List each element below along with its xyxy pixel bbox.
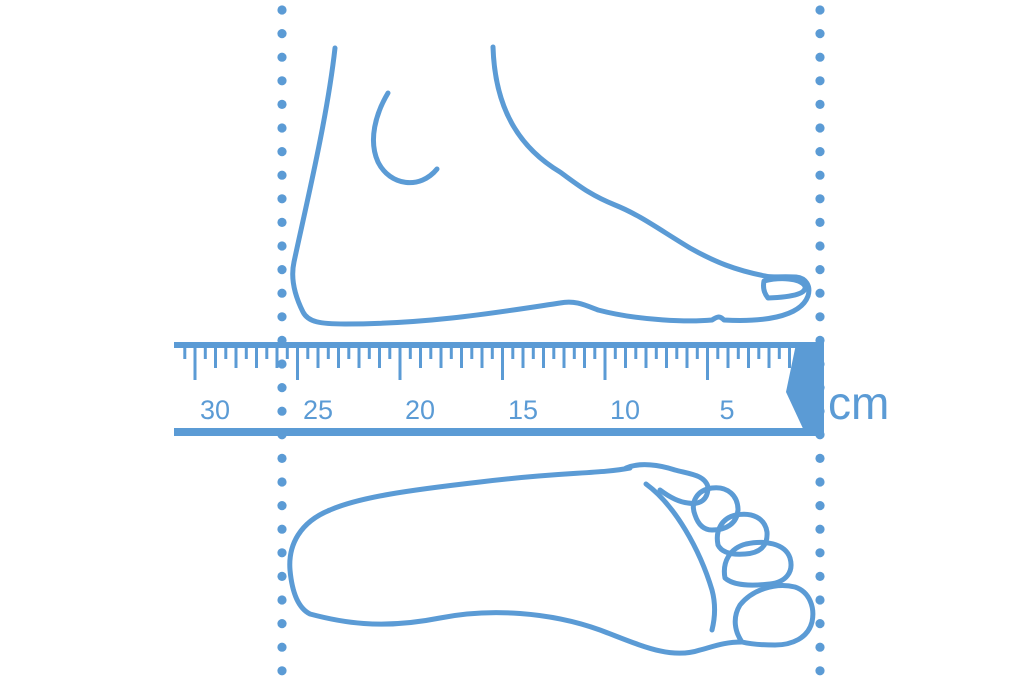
guide-dot <box>277 28 287 39</box>
guide-dot <box>815 265 825 275</box>
guide-dot <box>277 99 287 109</box>
guide-dot <box>277 524 287 534</box>
guide-dot <box>815 477 825 487</box>
foot-side-view-icon <box>290 44 812 327</box>
ruler-unit-label: cm <box>828 377 889 429</box>
guide-dot <box>277 194 287 204</box>
ruler-bottom-edge <box>174 428 824 436</box>
guide-dot <box>277 595 287 605</box>
guide-dot <box>277 501 287 511</box>
ruler-label-10: 10 <box>610 395 640 425</box>
guide-dot <box>277 383 287 393</box>
guide-dot <box>277 619 287 629</box>
sole-toe-2 <box>721 539 794 588</box>
guide-dot <box>277 147 287 157</box>
left-guide-line <box>277 5 287 676</box>
sole-toe-5 <box>623 462 711 506</box>
guide-dot <box>815 501 825 511</box>
guide-dot <box>277 666 287 676</box>
guide-dot <box>815 595 825 605</box>
side-ankle-bone <box>370 90 440 186</box>
foot-sole-view-icon <box>287 462 816 656</box>
sole-inner-edge <box>643 481 718 633</box>
guide-dot <box>815 241 825 251</box>
ruler-label-20: 20 <box>405 395 435 425</box>
ruler-label-15: 15 <box>508 395 538 425</box>
guide-dot <box>277 548 287 558</box>
guide-dot <box>815 123 825 133</box>
guide-dot <box>277 170 287 180</box>
ruler-label-5: 5 <box>719 395 734 425</box>
guide-dot <box>815 99 825 109</box>
guide-dot <box>815 288 825 298</box>
guide-dot <box>277 5 287 15</box>
ruler-zero-marker <box>786 344 824 435</box>
guide-dot <box>815 28 825 39</box>
guide-dot <box>815 5 825 15</box>
guide-dot <box>815 170 825 180</box>
ruler-ticks <box>183 346 802 380</box>
guide-dot <box>277 288 287 298</box>
guide-dot <box>277 76 287 86</box>
guide-dot <box>277 265 287 275</box>
guide-dot <box>815 312 825 322</box>
guide-dot <box>815 76 825 86</box>
side-toenail <box>761 276 808 301</box>
guide-dot <box>277 217 287 227</box>
ruler-label-25: 25 <box>303 395 333 425</box>
guide-dot <box>277 241 287 251</box>
side-heel-outline <box>290 44 812 327</box>
guide-dot <box>277 406 287 416</box>
guide-dot <box>815 147 825 157</box>
guide-dot <box>277 312 287 322</box>
guide-dot <box>277 477 287 487</box>
right-guide-line <box>815 5 825 676</box>
guide-dot <box>277 571 287 582</box>
guide-dot <box>815 194 825 204</box>
guide-dot <box>815 217 825 227</box>
ruler-top-edge <box>174 342 824 348</box>
guide-dot <box>815 548 825 558</box>
guide-dot <box>815 524 825 534</box>
guide-dot <box>815 453 825 463</box>
sole-outline <box>287 465 745 656</box>
guide-dot <box>277 52 287 62</box>
measuring-ruler: 30 25 20 15 10 5 cm <box>174 342 889 436</box>
guide-dot <box>277 642 287 652</box>
guide-dot <box>277 359 287 369</box>
guide-dot <box>277 453 287 463</box>
sole-toe-4 <box>690 485 741 533</box>
ruler-label-30: 30 <box>200 395 230 425</box>
sole-toe-3 <box>714 511 770 557</box>
guide-dot <box>815 571 825 582</box>
guide-dot <box>815 642 825 652</box>
guide-dot <box>277 123 287 133</box>
guide-dot <box>815 666 825 676</box>
sole-big-toe <box>732 583 816 648</box>
guide-dot <box>815 619 825 629</box>
guide-dot <box>815 52 825 62</box>
